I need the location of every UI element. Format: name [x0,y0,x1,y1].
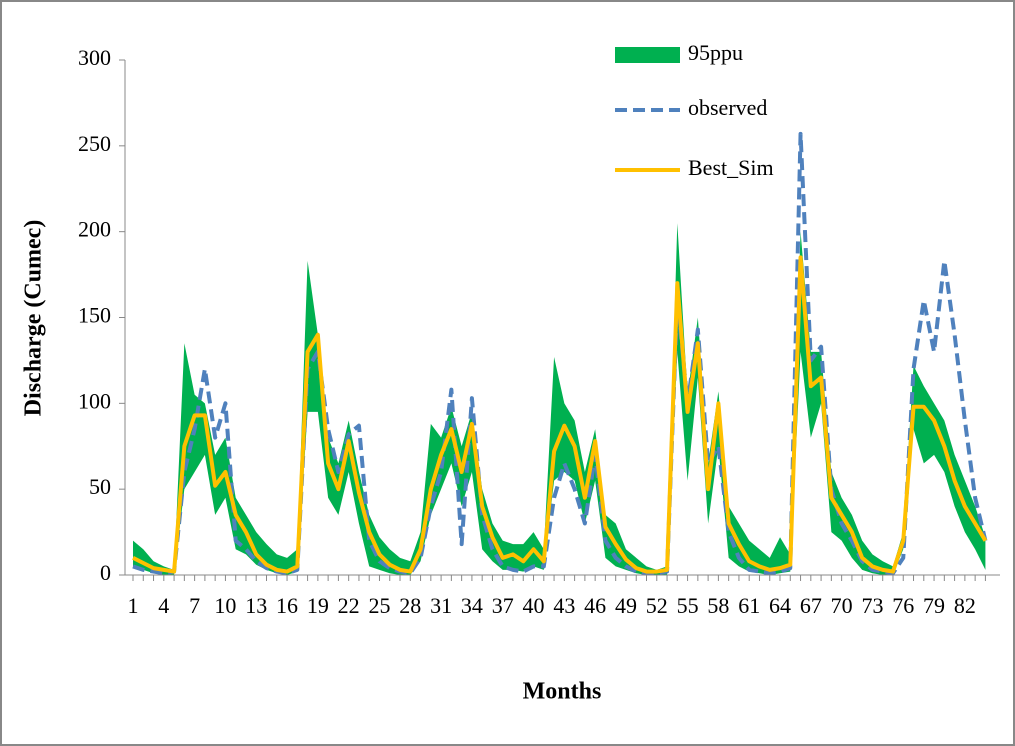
x-tick-label: 55 [677,593,699,618]
x-tick-label: 70 [831,593,853,618]
x-tick-label: 40 [523,593,545,618]
y-tick-label: 50 [89,474,111,499]
x-tick-label: 82 [954,593,976,618]
x-tick-label: 7 [189,593,200,618]
x-tick-label: 31 [430,593,452,618]
x-tick-label: 22 [338,593,360,618]
x-tick-label: 76 [892,593,914,618]
y-tick-label: 150 [78,303,111,328]
x-tick-label: 43 [553,593,575,618]
y-tick-label: 300 [78,45,111,70]
x-tick-label: 49 [615,593,637,618]
x-tick-label: 19 [307,593,329,618]
legend-label: observed [688,95,767,120]
x-tick-label: 13 [245,593,267,618]
x-tick-label: 37 [492,593,514,618]
x-tick-label: 28 [399,593,421,618]
legend-label: Best_Sim [688,155,774,180]
x-tick-label: 79 [923,593,945,618]
x-axis-title: Months [523,679,602,705]
x-tick-label: 67 [800,593,822,618]
x-tick-label: 34 [461,593,483,618]
x-tick-label: 46 [584,593,606,618]
x-tick-label: 73 [861,593,883,618]
ppu-band [133,223,986,576]
legend-swatch [615,47,680,63]
x-tick-label: 4 [158,593,169,618]
x-tick-label: 1 [128,593,139,618]
x-tick-label: 25 [368,593,390,618]
x-tick-label: 61 [738,593,760,618]
y-tick-label: 0 [100,560,111,585]
x-tick-label: 52 [646,593,668,618]
x-tick-label: 64 [769,593,791,618]
x-tick-label: 10 [214,593,236,618]
y-tick-label: 250 [78,131,111,156]
y-tick-label: 100 [78,388,111,413]
y-axis-title: Discharge (Cumec) [21,220,47,417]
legend-label: 95ppu [688,40,743,65]
x-tick-label: 58 [707,593,729,618]
y-tick-label: 200 [78,217,111,242]
series-line [132,255,988,574]
x-tick-label: 16 [276,593,298,618]
